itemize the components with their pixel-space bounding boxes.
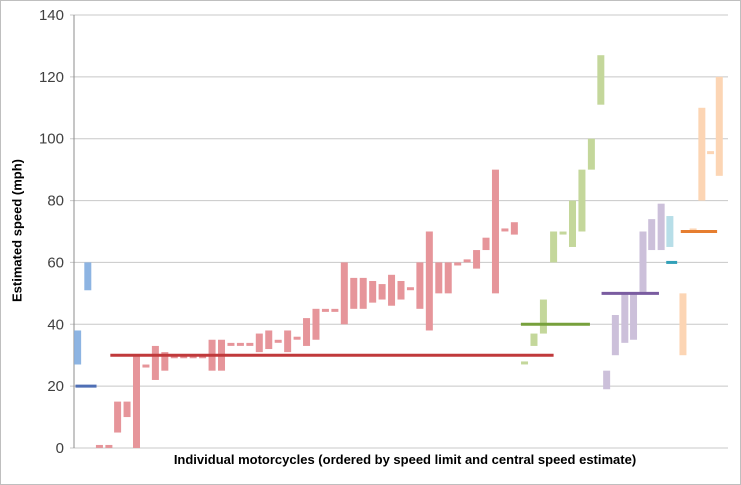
speed-range-bar	[331, 308, 339, 312]
speed-range-bar	[521, 361, 529, 365]
speed-range-bar	[105, 444, 113, 448]
speed-range-bar	[142, 364, 150, 368]
speed-range-bar	[340, 262, 348, 325]
speed-range-bar	[707, 151, 715, 155]
speed-range-bar	[698, 107, 706, 201]
speed-range-bar	[425, 231, 433, 331]
speed-range-bar	[114, 401, 122, 433]
speed-range-bar	[321, 308, 329, 312]
speed-range-bar	[454, 262, 462, 266]
y-tick-label: 20	[47, 378, 64, 395]
speed-range-bar	[416, 262, 424, 309]
speed-range-bar	[406, 287, 414, 291]
speed-range-bar	[227, 342, 235, 346]
gridlines	[70, 14, 728, 449]
speed-range-bar	[639, 231, 647, 294]
speed-range-bar	[530, 333, 538, 346]
speed-range-bar	[689, 228, 697, 232]
x-axis-label: Individual motorcycles (ordered by speed…	[173, 452, 637, 467]
speed-range-bar	[312, 308, 320, 340]
speed-range-bar	[350, 277, 358, 309]
y-tick-label: 80	[47, 193, 64, 210]
speed-range-bar	[510, 222, 518, 235]
speed-range-bar	[501, 228, 509, 232]
speed-range-bar	[435, 262, 443, 294]
speed-range-bar	[170, 355, 178, 359]
y-tick-label: 100	[39, 131, 64, 148]
speed-range-bar	[597, 55, 605, 105]
speed-range-bars	[74, 55, 723, 448]
speed-range-bar	[84, 262, 92, 291]
speed-range-bar	[95, 444, 103, 448]
speed-range-bar	[255, 333, 263, 353]
speed-range-bar	[236, 342, 244, 346]
speed-range-bar	[123, 401, 131, 418]
speed-range-bar	[293, 336, 301, 340]
y-tick-label: 0	[56, 440, 64, 457]
speed-range-bar	[578, 169, 586, 232]
speed-range-bar	[679, 293, 687, 356]
speed-range-bar	[274, 339, 282, 343]
speed-range-bar	[666, 216, 674, 247]
speed-range-bar	[482, 237, 490, 251]
speed-range-bar	[657, 203, 665, 251]
speed-range-bar	[369, 280, 377, 303]
y-axis-label: Estimated speed (mph)	[9, 158, 25, 303]
speed-range-bar	[444, 262, 452, 294]
speed-range-bar	[359, 277, 367, 309]
speed-range-bar	[539, 299, 547, 334]
speed-range-bar	[388, 274, 396, 306]
speed-range-bar	[161, 352, 169, 371]
speed-range-bar	[491, 169, 499, 294]
speed-range-bar	[611, 315, 619, 356]
y-tick-label: 120	[39, 69, 64, 86]
speed-range-bar	[132, 355, 140, 448]
y-tick-label: 40	[47, 316, 64, 333]
speed-range-bar	[303, 318, 311, 346]
speed-range-bar	[378, 284, 386, 300]
speed-range-bar	[568, 200, 576, 247]
speed-range-bar	[151, 345, 159, 380]
speed-range-bar	[74, 330, 82, 365]
speed-range-bar	[199, 355, 207, 359]
speed-range-bar	[587, 138, 595, 170]
speed-range-bar	[265, 330, 273, 350]
speed-range-bar	[189, 355, 197, 359]
speed-range-bar	[630, 293, 638, 340]
speed-range-bar	[246, 342, 254, 346]
speed-range-bar	[603, 370, 611, 390]
speed-range-bar	[463, 259, 471, 263]
speed-range-bar	[715, 76, 723, 176]
y-axis-ticks: 0 20 40 60 80 100 120 140	[39, 7, 64, 457]
speed-range-bar	[559, 231, 567, 235]
speed-range-bar	[550, 231, 558, 263]
speed-range-bar	[473, 250, 481, 269]
speed-range-bar	[180, 355, 188, 359]
speed-limit-lines	[75, 230, 718, 388]
speed-range-bar	[621, 293, 629, 343]
y-tick-label: 140	[39, 7, 64, 24]
speed-range-bar	[648, 219, 656, 251]
speed-range-bar	[284, 330, 292, 353]
speed-range-bar	[397, 280, 405, 300]
y-tick-label: 60	[47, 254, 64, 271]
